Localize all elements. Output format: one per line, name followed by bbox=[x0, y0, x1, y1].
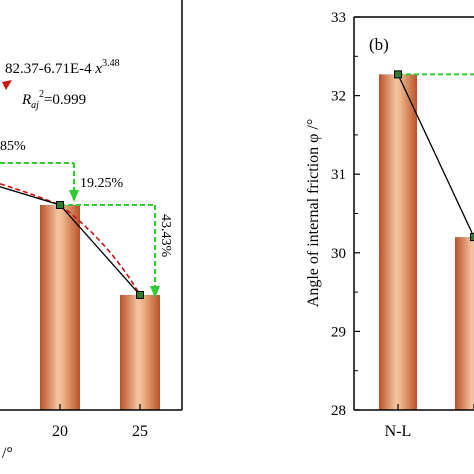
r2-main: R bbox=[21, 92, 31, 108]
panel-b: 28 29 30 31 32 33 N-L (b) Angle of internal fr… bbox=[305, 10, 474, 440]
panel-a-marker bbox=[56, 201, 64, 209]
fit-equation: 82.37-6.71E-4 x3.48 bbox=[5, 58, 120, 77]
panel-a-xtick-label: 25 bbox=[132, 423, 148, 440]
panel-b-marker bbox=[394, 70, 402, 79]
r2-sup: 2 bbox=[39, 89, 44, 100]
panel-b-ytick-label: 32 bbox=[331, 89, 346, 105]
down-arrow-icon bbox=[69, 190, 79, 202]
panel-b-ytick-label: 29 bbox=[331, 324, 346, 340]
panel-b-xtick-label: N-L bbox=[385, 423, 412, 440]
r2-label: Raj2=0.999 bbox=[21, 89, 86, 111]
panel-a-fit-curve bbox=[0, 183, 141, 296]
fit-equation-prefix: 82.37-6.71E-4 bbox=[5, 61, 95, 77]
fit-equation-var: x bbox=[94, 61, 102, 77]
panel-b-series-line bbox=[397, 74, 474, 238]
panel-b-ytick-label: 28 bbox=[331, 403, 346, 419]
panel-b-ytick-label: 33 bbox=[331, 10, 346, 26]
panel-b-bar bbox=[455, 237, 474, 410]
panel-a-bar bbox=[40, 205, 80, 410]
fit-equation-exp: 3.48 bbox=[102, 58, 120, 69]
panel-a-xlabel-fragment: /° bbox=[2, 445, 13, 462]
panel-a: 20 25 82.37-6.71E-4 x3.48 Raj2=0.999 85% … bbox=[0, 0, 183, 462]
annotation-43: 43.43% bbox=[158, 214, 173, 258]
panel-b-marker bbox=[470, 233, 474, 242]
panel-a-xtick-label: 20 bbox=[52, 423, 68, 440]
panel-b-label: (b) bbox=[369, 35, 389, 54]
annotation-19: 19.25% bbox=[80, 176, 124, 191]
panel-b-bar bbox=[379, 74, 417, 411]
r2-sub: aj bbox=[31, 100, 39, 111]
panel-b-ytick-label: 30 bbox=[331, 246, 346, 262]
panel-a-bar bbox=[120, 294, 160, 410]
down-arrow-icon bbox=[150, 286, 160, 298]
annotation-85: 85% bbox=[0, 139, 26, 154]
fit-arrow-icon bbox=[2, 80, 12, 90]
panel-b-ylabel: Angle of internal friction φ /° bbox=[305, 119, 322, 307]
panel-a-marker bbox=[136, 290, 144, 299]
panel-b-ytick-label: 31 bbox=[331, 167, 346, 183]
r2-value: =0.999 bbox=[44, 92, 86, 108]
